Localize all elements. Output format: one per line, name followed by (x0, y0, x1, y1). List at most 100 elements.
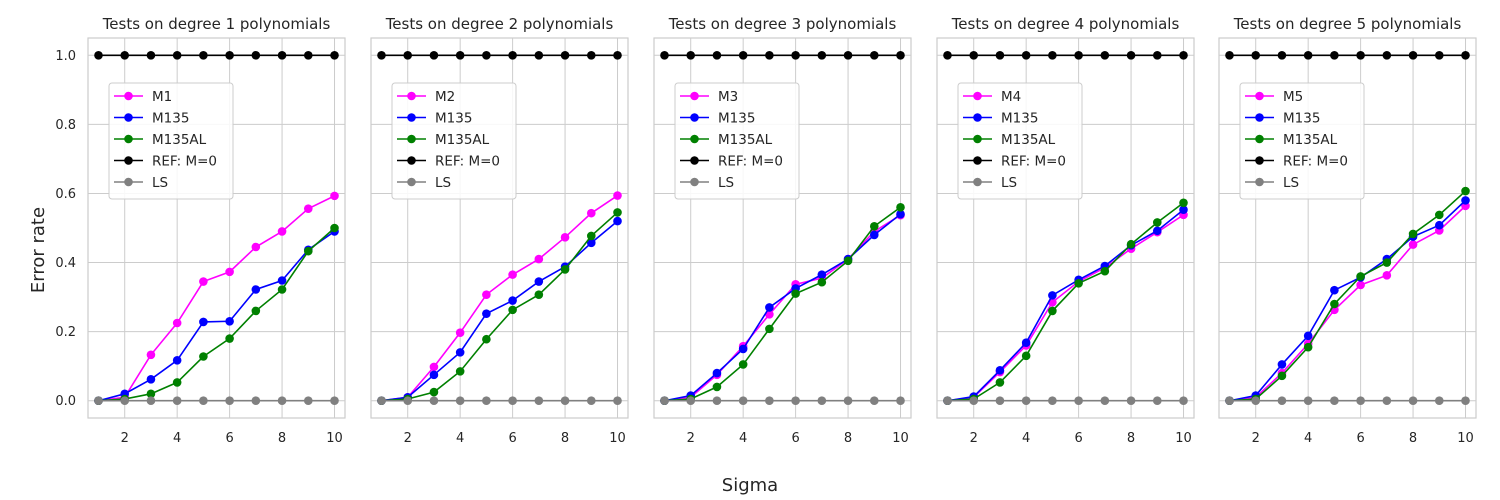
series-m135al (377, 208, 622, 406)
data-point (1074, 396, 1083, 406)
data-point (455, 396, 465, 406)
legend-item-m135: M135 (1245, 111, 1320, 127)
series-ls (377, 396, 622, 406)
data-point (1356, 272, 1365, 281)
series-ref-m-0 (377, 50, 622, 60)
legend-item-ls: LS (680, 175, 734, 191)
data-point (146, 389, 156, 399)
data-point (1074, 50, 1083, 60)
data-point (995, 378, 1005, 387)
legend-item-m2: M2 (397, 89, 455, 105)
data-point (455, 367, 465, 376)
series-ls (943, 396, 1188, 406)
data-point (1408, 229, 1418, 239)
y-tick-label: 0.8 (55, 118, 76, 133)
legend-label: M3 (718, 89, 738, 105)
legend-item-ls: LS (114, 175, 168, 191)
data-point (1303, 342, 1313, 352)
data-point (251, 306, 261, 316)
plot-frame (370, 37, 629, 419)
data-point (303, 50, 313, 60)
data-point (277, 396, 287, 406)
series-line (664, 213, 902, 402)
data-point (943, 396, 952, 406)
series-ref-m-0 (660, 50, 905, 60)
data-point (277, 50, 287, 60)
data-point (482, 290, 491, 299)
data-point (765, 396, 774, 406)
data-point (738, 50, 748, 60)
legend-label: M135AL (435, 132, 490, 148)
legend-label: REF: M=0 (1001, 154, 1066, 170)
legend-marker (124, 177, 133, 187)
data-point (225, 267, 234, 277)
data-point (455, 328, 465, 337)
data-point (1074, 278, 1083, 288)
legend-item-ls: LS (397, 175, 451, 191)
data-point (969, 50, 979, 60)
subplot-title: Tests on degree 1 polynomials (102, 15, 331, 33)
data-point (1356, 396, 1365, 406)
data-point (534, 50, 544, 60)
data-point (1021, 338, 1031, 347)
series-line (1229, 190, 1467, 402)
data-point (1225, 50, 1234, 60)
data-point (712, 396, 722, 406)
series-ls (94, 396, 339, 406)
data-point (712, 50, 722, 60)
data-point (277, 285, 287, 294)
data-point (199, 277, 208, 286)
data-point (969, 396, 979, 406)
data-point (869, 50, 879, 60)
x-tick-label: 6 (791, 431, 799, 446)
data-point (508, 50, 517, 60)
x-tick-label: 10 (326, 431, 343, 446)
x-tick-label: 6 (1356, 431, 1364, 446)
legend-label: REF: M=0 (1283, 154, 1348, 170)
data-point (1100, 50, 1110, 60)
x-tick-label: 2 (687, 431, 695, 446)
legend: M4 M135 M135AL REF: M=0 LS (957, 82, 1083, 200)
legend-item-ls: LS (963, 175, 1017, 191)
data-point (995, 50, 1005, 60)
data-point (613, 208, 622, 217)
data-point (1179, 198, 1188, 208)
data-point (403, 50, 413, 60)
data-point (1179, 396, 1188, 406)
data-point (586, 396, 596, 406)
legend-marker (124, 91, 133, 101)
legend-box (957, 82, 1083, 200)
data-point (172, 396, 182, 406)
data-point (1179, 50, 1188, 60)
series-m135 (660, 209, 905, 406)
legend-label: M135 (1001, 111, 1038, 127)
data-point (660, 50, 669, 60)
data-point (1021, 50, 1031, 60)
data-point (429, 396, 439, 406)
series-line (1229, 199, 1467, 402)
data-point (377, 396, 386, 406)
legend-label: M135AL (152, 132, 207, 148)
subplot-title: Tests on degree 3 polynomials (668, 15, 897, 33)
legend-marker (973, 113, 982, 122)
legend-label: M135 (435, 111, 472, 127)
data-point (146, 50, 156, 60)
x-axis-label: Sigma (722, 475, 778, 496)
data-point (1434, 210, 1444, 220)
data-point (146, 375, 156, 384)
legend-marker (973, 134, 982, 144)
data-point (1382, 271, 1392, 280)
x-tick-label: 2 (1252, 431, 1260, 446)
data-point (995, 396, 1005, 406)
legend-marker (973, 177, 982, 187)
data-point (94, 396, 103, 406)
data-point (277, 227, 287, 236)
y-tick-label: 0.6 (55, 187, 76, 202)
data-point (1434, 220, 1444, 230)
data-point (869, 221, 879, 231)
series-line (664, 206, 901, 402)
data-point (1461, 396, 1470, 406)
series-line (381, 220, 619, 402)
legend-label: LS (152, 175, 168, 191)
data-point (817, 270, 827, 279)
